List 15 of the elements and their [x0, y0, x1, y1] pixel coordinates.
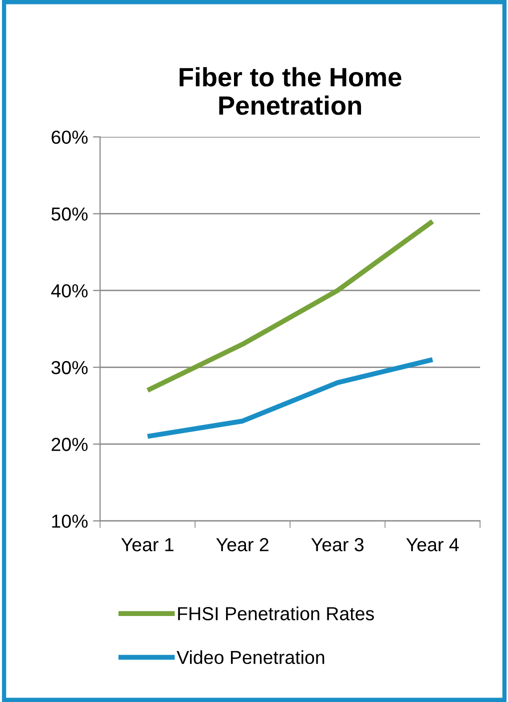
- y-tick-label: 20%: [52, 438, 88, 452]
- legend-label: Video Penetration: [176, 650, 324, 664]
- legend-label: FHSI Penetration Rates: [178, 606, 374, 620]
- line-series: [145, 218, 435, 393]
- y-tick-label: 10%: [52, 514, 88, 528]
- y-tick-label: 60%: [52, 130, 88, 144]
- y-tick-label: 40%: [51, 284, 88, 298]
- x-tick-label: Year 3: [311, 538, 364, 552]
- x-tick-label: Year 1: [121, 538, 174, 552]
- y-tick-label: 50%: [51, 207, 88, 221]
- line-series: [145, 357, 435, 439]
- x-tick-label: Year 4: [406, 538, 459, 552]
- x-tick-label: Year 2: [216, 538, 268, 552]
- y-tick-label: 30%: [51, 360, 88, 374]
- chart-title: Fiber to the Home Penetration: [180, 67, 402, 115]
